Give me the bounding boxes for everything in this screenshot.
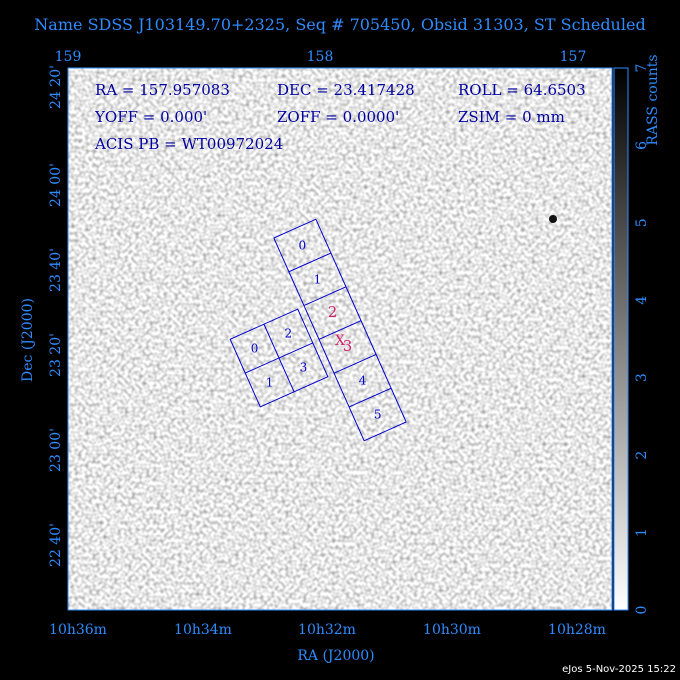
colorbar-tick-label: 3: [634, 373, 650, 382]
colorbar-tick-label: 0: [634, 606, 650, 615]
left-tick-label: 24 20': [48, 65, 64, 109]
i-array: [229, 308, 329, 408]
colorbar-tick-label: 2: [634, 451, 650, 460]
bottom-tick-label: 10h36m: [49, 622, 107, 638]
bottom-tick-label: 10h28m: [548, 622, 606, 638]
info: ZSIM = 0 mm: [458, 108, 565, 126]
left-tick-label: 22 40': [48, 523, 64, 567]
top-tick-label: 159: [55, 49, 82, 65]
aimpoint: X: [335, 333, 345, 349]
left-tick-label: 23 20': [48, 333, 64, 377]
sky-image: [68, 68, 612, 610]
chip-label: 1: [314, 272, 322, 286]
info: DEC = 23.417428: [277, 81, 415, 99]
left-tick-label: 23 40': [48, 248, 64, 292]
colorbar-tick-label: 5: [634, 218, 650, 227]
plot-frame: [67, 67, 613, 611]
info: ROLL = 64.6503: [458, 81, 586, 99]
bottom-tick-label: 10h34m: [174, 622, 232, 638]
top-tick-label: 158: [307, 49, 334, 65]
left-tick-label: 23 00': [48, 428, 64, 472]
info: ACIS PB = WT00972024: [94, 135, 283, 153]
chip-label: 4: [359, 374, 367, 388]
colorbar-tick-label: 4: [634, 296, 650, 305]
left-tick-label: 24 00': [48, 163, 64, 207]
x-label: RA (J2000): [297, 648, 374, 664]
s-array: [273, 218, 407, 442]
info: RA = 157.957083: [95, 81, 230, 99]
chip-label: 2: [328, 303, 338, 321]
colorbar-tick-label: 7: [634, 64, 650, 73]
chip-label: 0: [251, 342, 259, 356]
colorbar-label: RASS counts: [645, 54, 661, 145]
chip-label: 3: [300, 360, 308, 374]
chip-label: 3: [343, 337, 353, 355]
chip-label: 0: [299, 238, 307, 252]
chip-label: 2: [285, 327, 293, 341]
colorbar-tick-label: 6: [634, 141, 650, 150]
source: [549, 215, 557, 223]
bottom-tick-label: 10h30m: [423, 622, 481, 638]
chip-label: 1: [266, 375, 274, 389]
title: Name SDSS J103149.70+2325, Seq # 705450,…: [34, 15, 645, 34]
chip-label: 5: [374, 408, 382, 422]
y-label: Dec (J2000): [20, 298, 36, 382]
info: ZOFF = 0.0000': [277, 108, 399, 126]
bottom-tick-label: 10h32m: [298, 622, 356, 638]
footer: eJos 5-Nov-2025 15:22: [562, 664, 676, 675]
info: YOFF = 0.000': [94, 108, 207, 126]
colorbar-tick-label: 1: [634, 528, 650, 537]
colorbar: [613, 67, 629, 611]
top-tick-label: 157: [560, 49, 587, 65]
